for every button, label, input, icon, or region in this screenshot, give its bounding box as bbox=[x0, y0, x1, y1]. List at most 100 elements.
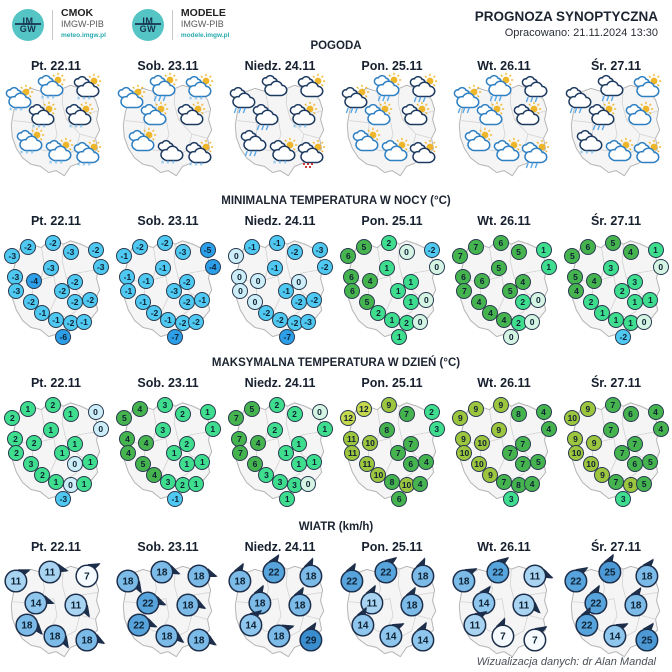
tmin-maps-row: -2 -2 -3 -3 -2 -3 -3 -3 -4 -2 -3 -2 -2 -2 -2 -1 -1 -2 -1 -6… bbox=[0, 234, 672, 348]
temp-station: -3 bbox=[62, 244, 79, 261]
wind-station: 25 bbox=[635, 622, 659, 652]
weather-icon-dark-snow: * * * bbox=[65, 101, 94, 132]
weather-icon-dark-none bbox=[177, 101, 206, 125]
svg-text:22: 22 bbox=[143, 598, 155, 609]
snow-icon: * * * bbox=[69, 123, 84, 132]
temp-station: -3 bbox=[174, 244, 191, 261]
temp-station: 5 bbox=[604, 235, 621, 252]
temp-station: -2 bbox=[54, 283, 71, 299]
rain-icon bbox=[593, 124, 606, 130]
weather-maps-row: * * * * * * * * * * * * * * * * * * * * … bbox=[0, 73, 672, 183]
snow-icon: * * * bbox=[20, 149, 35, 158]
temp-station: 0 bbox=[398, 244, 415, 261]
wind-map-day-4: 18 22 11 14 bbox=[451, 557, 556, 664]
wind-station: 18 bbox=[299, 556, 323, 588]
temp-station: -6 bbox=[55, 328, 72, 345]
weather-icon-dark-rain bbox=[565, 86, 592, 114]
temp-station: 6 bbox=[622, 406, 639, 423]
wind-station: 29 bbox=[299, 622, 323, 652]
day-label-2: Niedz. 24.11 bbox=[244, 214, 316, 228]
svg-text:18: 18 bbox=[194, 571, 206, 582]
weather-icon-dark-snow: * * * bbox=[576, 129, 603, 158]
temp-station: 11 bbox=[344, 445, 361, 461]
logo-divider bbox=[171, 9, 173, 40]
svg-text:18: 18 bbox=[194, 636, 206, 647]
temp-station: -4 bbox=[204, 259, 221, 276]
weather-icon-light-rain bbox=[373, 73, 401, 102]
temp-station: -2 bbox=[178, 273, 195, 290]
weather-icon-dark-rain bbox=[229, 86, 256, 114]
day-label-0: Pt. 22.11 bbox=[30, 376, 82, 390]
day-label-2: Niedz. 24.11 bbox=[244, 540, 316, 554]
temp-station: 1 bbox=[402, 294, 419, 311]
temp-station: 5 bbox=[355, 238, 372, 255]
wind-station: 18 bbox=[267, 624, 295, 648]
wind-station: 14 bbox=[351, 607, 375, 638]
weather-icon-dark-none bbox=[401, 101, 430, 125]
logo-org-name: CMOK bbox=[61, 7, 94, 19]
weather-icon-light-snow: * * * bbox=[16, 127, 45, 158]
svg-text:22: 22 bbox=[133, 621, 145, 632]
temp-station: -7 bbox=[167, 328, 184, 345]
wind-station: 18 bbox=[227, 562, 251, 593]
snow-icon: * * * bbox=[189, 162, 204, 171]
weather-icon-light-none bbox=[381, 137, 410, 162]
day-label-1: Sob. 23.11 bbox=[137, 540, 199, 554]
temp-station: 1 bbox=[384, 311, 400, 328]
temp-station: 1 bbox=[54, 445, 71, 461]
temp-station: 1 bbox=[290, 456, 307, 473]
temp-station: -2 bbox=[146, 304, 163, 321]
wind-maps-row: 11 11 7 14 bbox=[0, 554, 672, 664]
temp-station: 4 bbox=[586, 272, 603, 289]
sun-icon bbox=[526, 101, 542, 116]
weather-icon-dark-snow: * * * bbox=[29, 101, 57, 132]
temp-station: 7 bbox=[390, 445, 407, 461]
temp-station: -2 bbox=[286, 244, 303, 261]
temp-station: 1 bbox=[42, 422, 59, 439]
temp-station: 9 bbox=[490, 422, 507, 439]
temp-station: 4 bbox=[647, 403, 664, 420]
temp-station: 8 bbox=[378, 422, 395, 439]
temp-station: 7 bbox=[456, 283, 473, 299]
snow-icon: * * * bbox=[9, 106, 24, 115]
weather-icon-dark-rain bbox=[589, 101, 617, 130]
temp-station: -5 bbox=[199, 241, 216, 258]
temp-station: -1 bbox=[120, 283, 137, 299]
temp-station: -3 bbox=[166, 283, 183, 299]
temp-station: 1 bbox=[290, 435, 307, 452]
weather-icon-dark-snow: * * * bbox=[73, 74, 102, 105]
temp-station: 2 bbox=[266, 422, 283, 439]
day-label-0: Pt. 22.11 bbox=[30, 59, 82, 73]
temp-station: -3 bbox=[55, 490, 72, 507]
weather-icon-light-none bbox=[605, 137, 634, 162]
weather-icon-light-snow: * * * bbox=[185, 74, 214, 105]
wind-station: 11 bbox=[360, 584, 384, 615]
svg-text:7: 7 bbox=[84, 571, 90, 582]
weather-map-day-0: * * * * * * * * * * * * * * * * * * * * … bbox=[4, 73, 108, 183]
temp-station: 7 bbox=[604, 397, 621, 414]
section-title: MAKSYMALNA TEMPERATURA W DZIEŃ (°C) bbox=[211, 357, 461, 369]
temp-station: 7 bbox=[398, 406, 415, 423]
temp-station: -2 bbox=[131, 238, 148, 255]
sun-icon bbox=[394, 137, 410, 153]
snow-icon: * * * bbox=[32, 123, 47, 132]
day-label-1: Sob. 23.11 bbox=[137, 59, 199, 73]
rain-icon bbox=[257, 124, 270, 130]
temp-station: -2 bbox=[290, 294, 307, 311]
temp-station: 0 bbox=[418, 292, 435, 309]
weather-icon-light-rain bbox=[485, 73, 513, 102]
temp-station: 6 bbox=[344, 283, 361, 299]
temp-map-day-1: -2 -2 -1 -3 -5 -1 -4 -1 -1 -2 -1 -3 -1 -2 -1 -2 -1 -2 -2 -7 bbox=[116, 234, 221, 348]
day-label-3: Pon. 25.11 bbox=[361, 376, 423, 390]
wind-map-day-2: 18 22 18 18 bbox=[227, 554, 332, 664]
temp-station: 2 bbox=[380, 235, 397, 252]
temp-station: 7 bbox=[502, 445, 519, 461]
temp-station: 9 bbox=[492, 397, 509, 414]
temp-map-day-3: 12 9 12 7 2 8 3 11 10 7 11 7 11 6 4 10 8 10 4 6 bbox=[340, 396, 445, 510]
wind-station: 7 bbox=[491, 617, 515, 648]
svg-text:18: 18 bbox=[418, 571, 430, 582]
svg-text:18: 18 bbox=[294, 600, 306, 611]
temp-station: 0 bbox=[524, 313, 541, 330]
wind-station: 14 bbox=[472, 585, 496, 615]
logo-modele: IM GW MODELE IMGW-PIB modele.imgw.pl bbox=[131, 8, 229, 41]
